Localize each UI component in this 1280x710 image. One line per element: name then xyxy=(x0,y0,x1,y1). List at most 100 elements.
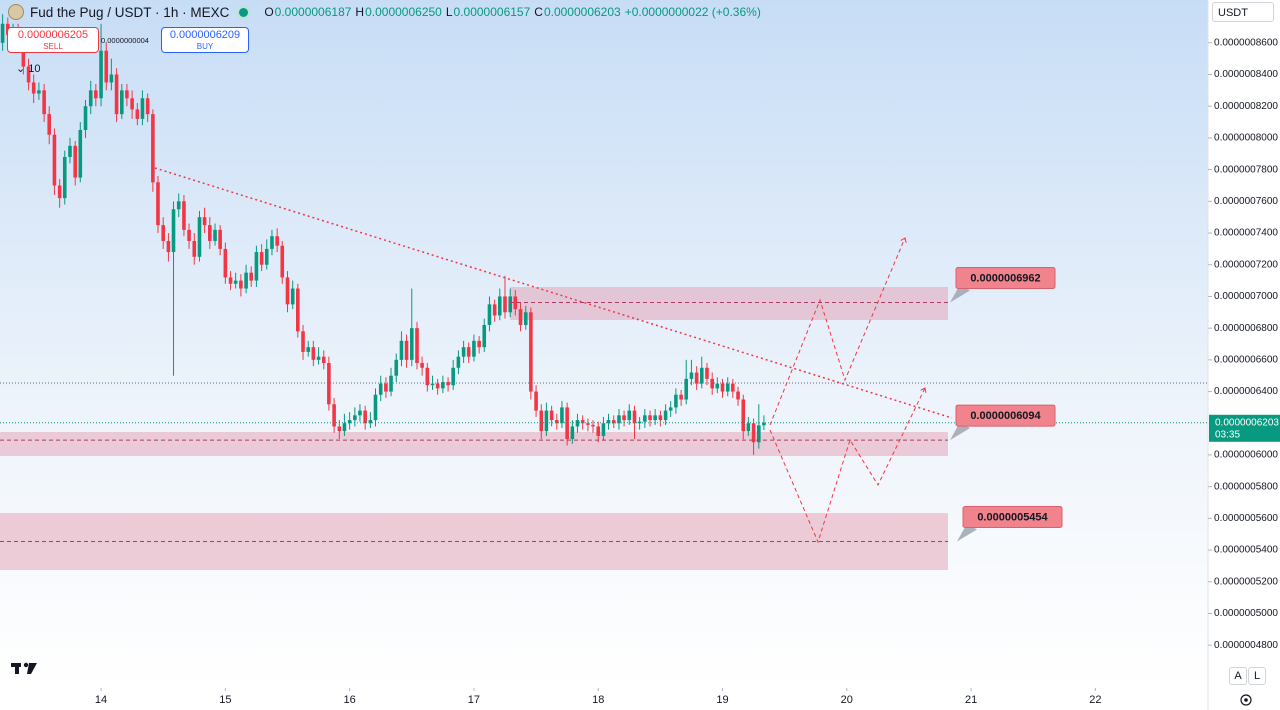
x-tick-label: 20 xyxy=(841,694,853,706)
buy-button[interactable]: 0.0000006209 BUY xyxy=(161,27,249,53)
annotation-label: 0.0000006094 xyxy=(970,410,1041,422)
candle-body xyxy=(327,363,331,405)
x-tick-label: 18 xyxy=(592,694,604,706)
ohlc-key: O xyxy=(264,5,274,19)
time-axis-background xyxy=(0,688,1208,710)
candle-body xyxy=(192,240,197,257)
candle-body xyxy=(580,420,585,424)
candle-body xyxy=(679,394,683,400)
candle-body xyxy=(446,382,450,386)
candle-body xyxy=(643,415,647,422)
candle-body xyxy=(529,312,533,392)
x-tick-label: 16 xyxy=(344,694,356,706)
candle-body xyxy=(487,304,492,325)
y-tick-label: 0.0000005200 xyxy=(1214,576,1278,587)
y-tick-label: 0.0000004800 xyxy=(1214,640,1278,651)
y-tick-label: 0.0000005000 xyxy=(1214,608,1278,619)
y-tick-label: 0.0000006600 xyxy=(1214,354,1278,365)
candle-body xyxy=(741,399,746,432)
candle-body xyxy=(720,383,725,392)
candle-body xyxy=(705,367,709,379)
candle-body xyxy=(130,98,134,110)
logo-part xyxy=(27,663,37,674)
candle-body xyxy=(332,404,336,427)
settings-icon[interactable] xyxy=(1240,694,1252,706)
candle-body xyxy=(482,324,487,348)
candle-body xyxy=(415,328,419,364)
candle-body xyxy=(378,383,383,395)
candle-body xyxy=(321,356,326,364)
support-zone xyxy=(0,432,948,456)
y-tick-label: 0.0000006000 xyxy=(1214,450,1278,461)
ohlc-value: 0.0000006250 xyxy=(365,5,442,19)
sell-button[interactable]: 0.0000006205 SELL xyxy=(7,27,99,53)
x-tick-label: 17 xyxy=(468,694,480,706)
candle-body xyxy=(31,82,36,94)
candle-body xyxy=(451,367,455,386)
candle-body xyxy=(233,280,238,284)
y-tick-label: 0.0000007400 xyxy=(1214,228,1278,239)
indicator-count: 10 xyxy=(28,63,41,75)
candle-body xyxy=(689,372,694,379)
y-tick-label: 0.0000008400 xyxy=(1214,69,1278,80)
candle-body xyxy=(37,90,41,94)
zones xyxy=(0,287,1208,570)
candle-body xyxy=(125,90,129,99)
ohlc-key: L xyxy=(445,5,453,19)
candle-body xyxy=(166,240,171,253)
y-tick-label: 0.0000005600 xyxy=(1214,513,1278,524)
header: Fud the Pug / USDT · 1h · MEXC O0.000000… xyxy=(8,3,761,21)
candle-body xyxy=(316,356,321,360)
price-axis-background xyxy=(1208,0,1280,710)
candle-body xyxy=(78,129,83,178)
auto-scale-button[interactable]: A xyxy=(1229,667,1247,685)
candle-body xyxy=(653,415,657,421)
last-price-tag xyxy=(1209,414,1280,442)
log-scale-button[interactable]: L xyxy=(1248,667,1266,685)
currency-select[interactable]: USDT xyxy=(1212,2,1274,22)
x-tick-label: 14 xyxy=(95,694,107,706)
candle-body xyxy=(161,225,165,241)
sell-price: 0.0000006205 xyxy=(17,29,89,41)
symbol-title[interactable]: Fud the Pug / USDT · 1h · MEXC xyxy=(30,4,230,20)
x-tick-label: 21 xyxy=(965,694,977,706)
candle-body xyxy=(254,252,259,281)
logo-part xyxy=(23,662,29,668)
candle-body xyxy=(409,328,414,360)
candle-body xyxy=(270,236,274,249)
candle-body xyxy=(606,420,611,424)
indicators-toggle[interactable]: ⌄ 10 xyxy=(16,63,41,75)
annotation-box xyxy=(955,266,1056,289)
candle-body xyxy=(88,90,93,107)
candle-body xyxy=(280,245,285,278)
candle-body xyxy=(290,288,295,305)
ohlc-values: O0.0000006187 H0.0000006250 L0.0000006157 C… xyxy=(260,5,620,19)
y-tick-label: 0.0000006800 xyxy=(1214,323,1278,334)
candle-body xyxy=(109,74,114,83)
candle-body xyxy=(145,98,150,115)
candle-body xyxy=(68,145,72,157)
candle-body xyxy=(715,383,720,389)
candle-body xyxy=(239,280,243,289)
candle-body xyxy=(435,383,440,389)
candle-body xyxy=(472,340,476,357)
candle-body xyxy=(497,296,502,316)
x-tick-label: 22 xyxy=(1089,694,1101,706)
candle-body xyxy=(611,420,616,424)
candle-body xyxy=(420,363,424,368)
candle-body xyxy=(492,304,497,316)
candle-body xyxy=(757,425,761,443)
tradingview-logo xyxy=(11,662,37,674)
candle-body xyxy=(674,394,678,408)
candle-body xyxy=(684,378,689,400)
candle-body xyxy=(456,356,461,368)
candle-body xyxy=(347,420,352,424)
candle-body xyxy=(52,134,57,186)
x-tick-label: 19 xyxy=(716,694,728,706)
candle-body xyxy=(575,420,580,427)
candle-body xyxy=(466,347,471,357)
candle-body xyxy=(171,209,176,253)
candle-body xyxy=(249,272,253,281)
candle-body xyxy=(601,423,606,436)
candle-body xyxy=(539,410,544,432)
